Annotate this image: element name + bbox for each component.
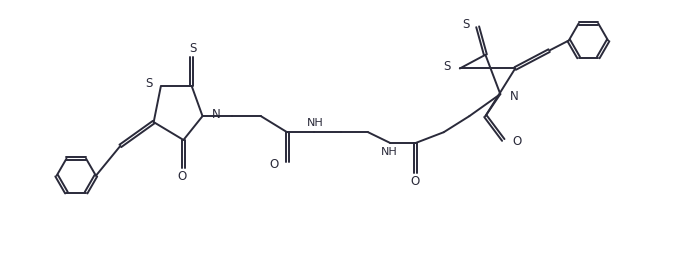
Text: O: O: [410, 175, 419, 188]
Text: O: O: [270, 158, 279, 172]
Text: NH: NH: [380, 147, 397, 158]
Text: S: S: [189, 42, 197, 55]
Text: NH: NH: [307, 118, 323, 128]
Text: S: S: [145, 77, 153, 90]
Text: O: O: [512, 135, 521, 148]
Text: O: O: [178, 170, 187, 183]
Text: N: N: [510, 90, 519, 103]
Text: N: N: [211, 109, 220, 121]
Text: S: S: [462, 18, 469, 31]
Text: S: S: [443, 59, 450, 73]
